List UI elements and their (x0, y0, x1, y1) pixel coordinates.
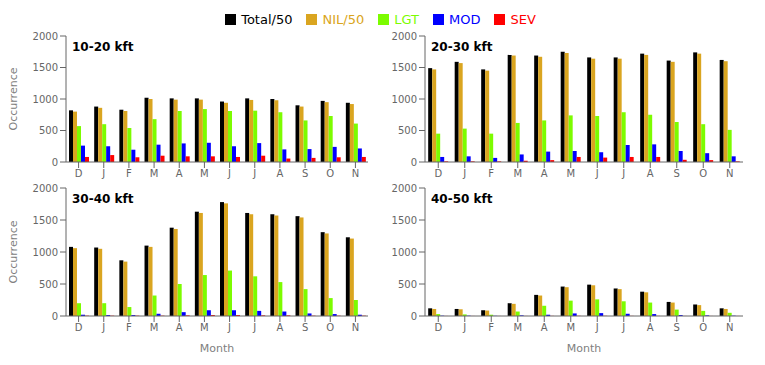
svg-text:S: S (674, 322, 680, 333)
svg-text:J: J (101, 168, 105, 179)
html-text:10-20 kft: 10-20 kft (72, 40, 134, 54)
svg-text:500: 500 (398, 279, 417, 290)
svg-text:N: N (726, 168, 733, 179)
svg-text:M: M (513, 322, 522, 333)
svg-text:J: J (101, 322, 105, 333)
svg-text:J: J (462, 168, 466, 179)
svg-text:Occurrence: Occurrence (8, 220, 20, 283)
svg-text:M: M (150, 168, 159, 179)
svg-text:A: A (176, 322, 183, 333)
svg-text:1000: 1000 (33, 247, 58, 258)
svg-text:2000: 2000 (33, 31, 58, 42)
svg-text:1000: 1000 (392, 247, 417, 258)
svg-text:1500: 1500 (392, 62, 417, 73)
svg-text:1500: 1500 (33, 62, 58, 73)
svg-text:F: F (126, 322, 132, 333)
svg-text:0: 0 (411, 157, 417, 168)
svg-text:J: J (252, 168, 256, 179)
svg-text:D: D (75, 322, 83, 333)
svg-text:A: A (176, 168, 183, 179)
svg-text:S: S (674, 168, 680, 179)
svg-text:1500: 1500 (33, 215, 58, 226)
svg-text:J: J (595, 322, 599, 333)
html-text:Total/50: Total/50 (241, 11, 293, 27)
html-text:SEV: SEV (510, 11, 536, 27)
svg-text:J: J (252, 322, 256, 333)
svg-text:J: J (227, 322, 231, 333)
svg-text:N: N (726, 322, 733, 333)
svg-text:A: A (541, 168, 548, 179)
html-text:LGT: LGT (394, 11, 419, 27)
svg-text:M: M (566, 168, 575, 179)
svg-text:J: J (227, 168, 231, 179)
svg-text:S: S (302, 168, 308, 179)
svg-text:D: D (434, 168, 442, 179)
svg-text:J: J (595, 168, 599, 179)
svg-text:1000: 1000 (33, 94, 58, 105)
svg-text:N: N (352, 168, 359, 179)
svg-text:1000: 1000 (392, 94, 417, 105)
svg-text:2000: 2000 (392, 31, 417, 42)
svg-text:A: A (647, 322, 654, 333)
svg-text:Month: Month (567, 342, 602, 352)
svg-text:M: M (200, 168, 209, 179)
svg-text:Month: Month (200, 342, 235, 352)
svg-text:F: F (488, 168, 494, 179)
svg-text:N: N (352, 322, 359, 333)
svg-text:2000: 2000 (33, 183, 58, 194)
svg-text:A: A (276, 322, 283, 333)
svg-text:500: 500 (398, 125, 417, 136)
svg-text:500: 500 (39, 125, 58, 136)
svg-text:J: J (621, 168, 625, 179)
svg-text:A: A (647, 168, 654, 179)
svg-text:A: A (276, 168, 283, 179)
svg-text:M: M (566, 322, 575, 333)
svg-text:0: 0 (411, 311, 417, 322)
svg-text:F: F (488, 322, 494, 333)
svg-text:O: O (326, 168, 334, 179)
svg-text:Occurrence: Occurrence (8, 67, 20, 130)
svg-text:S: S (302, 322, 308, 333)
svg-text:0: 0 (52, 157, 58, 168)
svg-text:F: F (126, 168, 132, 179)
html-text:30-40 kft: 30-40 kft (72, 192, 134, 206)
svg-text:D: D (75, 168, 83, 179)
svg-text:M: M (513, 168, 522, 179)
svg-text:O: O (326, 322, 334, 333)
html-text:NIL/50: NIL/50 (322, 11, 365, 27)
svg-text:O: O (699, 168, 707, 179)
svg-text:D: D (434, 322, 442, 333)
svg-text:2000: 2000 (392, 183, 417, 194)
svg-text:M: M (150, 322, 159, 333)
html-text:40-50 kft: 40-50 kft (431, 192, 493, 206)
svg-text:J: J (462, 322, 466, 333)
svg-text:A: A (541, 322, 548, 333)
html-text:20-30 kft: 20-30 kft (431, 40, 493, 54)
svg-text:J: J (621, 322, 625, 333)
svg-text:1500: 1500 (392, 215, 417, 226)
svg-text:M: M (200, 322, 209, 333)
svg-text:500: 500 (39, 279, 58, 290)
html-text:MOD: MOD (449, 11, 481, 27)
svg-text:O: O (699, 322, 707, 333)
svg-text:0: 0 (52, 311, 58, 322)
